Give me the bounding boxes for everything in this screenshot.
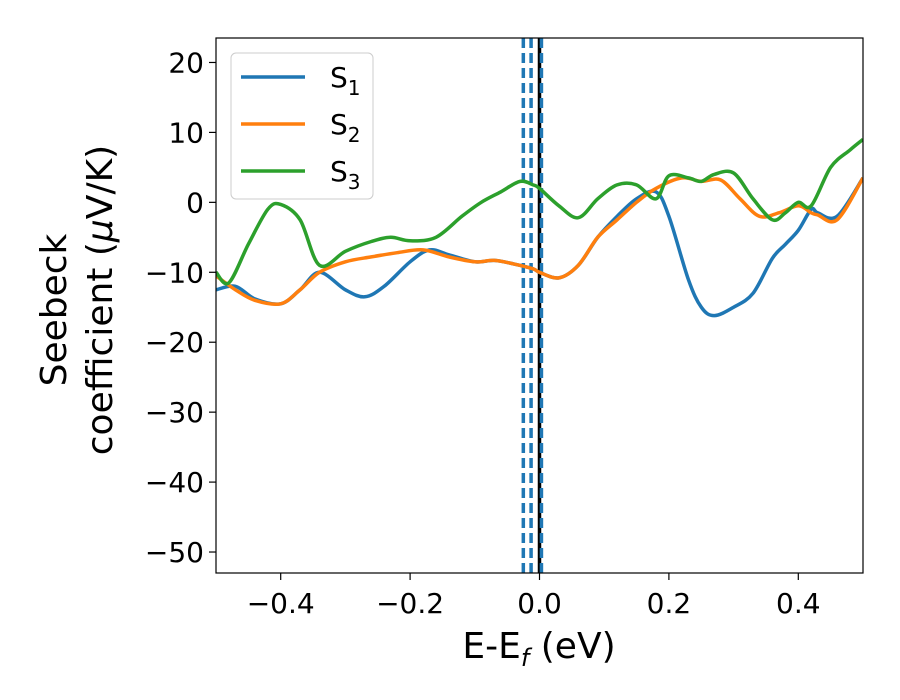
y-tick-label: 20 <box>168 46 204 79</box>
y-axis-ticks: 20 10 0 −10 −20 −30 −40 −50 <box>145 46 216 569</box>
y-tick-label: −20 <box>145 326 204 359</box>
x-tick-label: 0.4 <box>776 587 821 620</box>
y-tick-label: −50 <box>145 536 204 569</box>
y-tick-label: −10 <box>145 256 204 289</box>
legend-box <box>230 52 374 200</box>
x-tick-label: 0.2 <box>647 587 692 620</box>
data-series <box>216 138 863 318</box>
y-tick-label: −30 <box>145 396 204 429</box>
legend: S1 S2 S3 <box>230 52 374 200</box>
legend-label-s2: S2 <box>330 108 361 147</box>
series-line-s2 <box>216 175 863 307</box>
y-tick-label: 10 <box>168 116 204 149</box>
legend-label-s3: S3 <box>330 155 361 194</box>
y-axis-label-line2: coefficient (μV/K) <box>80 145 121 455</box>
y-axis-label-line1: Seebeck <box>34 233 75 386</box>
x-tick-label: −0.2 <box>376 587 444 620</box>
x-axis-label: E-Ef (eV) <box>462 626 615 672</box>
y-tick-label: −40 <box>145 466 204 499</box>
x-tick-label: 0.0 <box>517 587 562 620</box>
x-axis-ticks: −0.4 −0.2 0.0 0.2 0.4 <box>247 573 821 620</box>
x-tick-label: −0.4 <box>247 587 315 620</box>
legend-label-s1: S1 <box>330 61 361 100</box>
series-line-s3 <box>216 138 863 286</box>
reference-lines <box>521 38 544 573</box>
y-tick-label: 0 <box>186 186 204 219</box>
